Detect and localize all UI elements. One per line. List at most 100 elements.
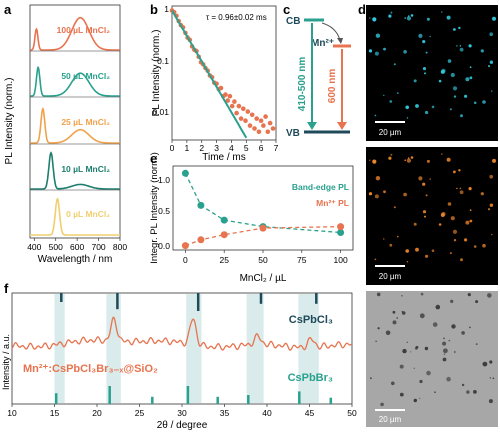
panel-f-xtick-50: 50 (347, 408, 357, 418)
d3-dots-particle-11 (443, 337, 445, 340)
d1-dots-particle-41 (453, 28, 456, 31)
d2-dots-particle-50 (460, 258, 463, 262)
d2-dots-particle-3 (487, 208, 491, 211)
d2-dots-particle-47 (491, 233, 493, 236)
d1-dots-particle-17 (410, 14, 414, 17)
d3-dots-particle-17 (391, 381, 395, 386)
d2-dots-particle-46 (440, 213, 445, 217)
decay-point-29 (234, 110, 239, 116)
panel-a-xtick-800: 800 (113, 242, 127, 252)
panel-b-ytick-0.01: 0.01 (152, 107, 169, 117)
d3-dots-particle-35 (419, 379, 423, 384)
decay-point-22 (218, 85, 224, 91)
d1-dots-particle-44 (390, 11, 393, 14)
ref-label-cspbcl3: CsPbCl₃ (289, 314, 333, 326)
d2-dots-particle-8 (374, 194, 379, 199)
d3-dots-particle-44 (432, 322, 438, 327)
d1-dots-particle-0 (449, 108, 452, 111)
spectrum-line-2 (30, 107, 120, 144)
e-point-1-3 (259, 224, 267, 232)
d3-dots-particle-31 (392, 320, 397, 325)
micrograph-orange (366, 147, 498, 285)
d1-dots-particle-50 (460, 114, 463, 118)
d2-dots-particle-54 (422, 182, 426, 186)
d3-dots-particle-50 (448, 339, 451, 342)
d2-dots-particle-6 (422, 210, 427, 214)
mn-label: Mn²⁺ (311, 38, 334, 49)
d2-dots-particle-34 (453, 239, 457, 242)
panel-f-xtick-25: 25 (135, 408, 145, 418)
micrograph-orange-particles (368, 153, 496, 263)
d2-dots-particle-56 (469, 219, 473, 223)
decay-point-38 (254, 116, 259, 121)
d3-dots-particle-5 (475, 300, 479, 304)
d1-dots-particle-13 (393, 63, 396, 66)
d2-dots-particle-26 (403, 192, 407, 197)
d3-dots-particle-30 (473, 390, 477, 394)
d1-dots-particle-47 (491, 90, 493, 92)
d2-dots-particle-5 (383, 238, 385, 240)
scale-label-cyan: 20 µm (379, 128, 402, 137)
decay-point-42 (263, 114, 268, 119)
d1-dots-particle-56 (469, 76, 473, 80)
d1-dots-particle-11 (405, 105, 410, 110)
decay-point-43 (265, 129, 271, 135)
d2-dots-particle-43 (450, 216, 455, 221)
d1-dots-particle-53 (383, 47, 386, 51)
panel-a-xticks: 400 500 600 700 800 (27, 238, 127, 252)
d1-dots-particle-57 (375, 33, 381, 38)
d3-dots-particle-33 (443, 348, 448, 354)
d3-dots-particle-53 (406, 341, 408, 343)
decay-point-25 (225, 98, 230, 103)
d3-dots-particle-51 (419, 313, 425, 319)
d1-dots-particle-20 (426, 17, 430, 21)
d1-dots-particle-2 (468, 44, 472, 48)
d2-dots-particle-35 (480, 192, 484, 196)
d1-dots-particle-4 (424, 72, 426, 75)
e-point-0-4 (337, 229, 345, 236)
shaded-range-3 (246, 294, 264, 403)
d3-dots-particle-2 (401, 294, 403, 297)
legend-band-edge: Band-edge PL (292, 182, 349, 192)
panel-label-a: a (4, 2, 12, 17)
d2-dots-particle-33 (388, 156, 392, 160)
decay-point-41 (261, 123, 266, 128)
panel-e-xtick-50: 50 (258, 255, 268, 265)
d2-dots-particle-49 (482, 243, 486, 248)
d2-dots-particle-30 (368, 192, 373, 196)
panel-e-ylabel: Integr. PL Intensity (norm.) (149, 152, 160, 264)
xrd-pattern-line (11, 316, 352, 351)
panel-b-frame (171, 5, 277, 141)
spectrum-line-4 (30, 197, 120, 236)
decay-point-30 (236, 103, 242, 109)
d1-dots-particle-48 (374, 114, 377, 117)
panel-b-xtick-0: 0 (170, 143, 175, 153)
shaded-range-4 (298, 294, 319, 403)
d3-dots-particle-8 (377, 327, 380, 330)
d2-dots-particle-15 (452, 229, 458, 234)
panel-e-xtick-0: 0 (183, 255, 188, 265)
legend-label-100: 100 µL MnCl₂ (57, 25, 111, 35)
d1-dots-particle-59 (425, 51, 428, 54)
panel-f-ylabel: Intensity / a.u. (1, 334, 11, 390)
decay-point-37 (252, 126, 257, 131)
panel-d: 20 µm 20 µm 20 µm (366, 5, 498, 427)
d3-dots-particle-46 (466, 390, 470, 394)
d1-dots-particle-7 (459, 47, 464, 52)
d3-dots-particle-4 (420, 292, 424, 296)
panel-b-xtick-2: 2 (199, 143, 204, 153)
cb-label: CB (286, 16, 300, 27)
decay-fit-line (171, 9, 248, 139)
d3-dots-particle-41 (461, 383, 465, 387)
micrograph-brightfield-particles (370, 292, 495, 407)
decay-point-27 (229, 103, 235, 109)
d2-dots-particle-21 (492, 158, 496, 163)
d3-dots-particle-29 (401, 310, 403, 313)
d1-dots-particle-1 (396, 92, 399, 94)
d2-dots-particle-58 (369, 159, 371, 161)
d2-dots-particle-12 (447, 202, 452, 206)
panel-e-plot (181, 169, 345, 250)
panel-a-xtick-400: 400 (27, 242, 41, 252)
